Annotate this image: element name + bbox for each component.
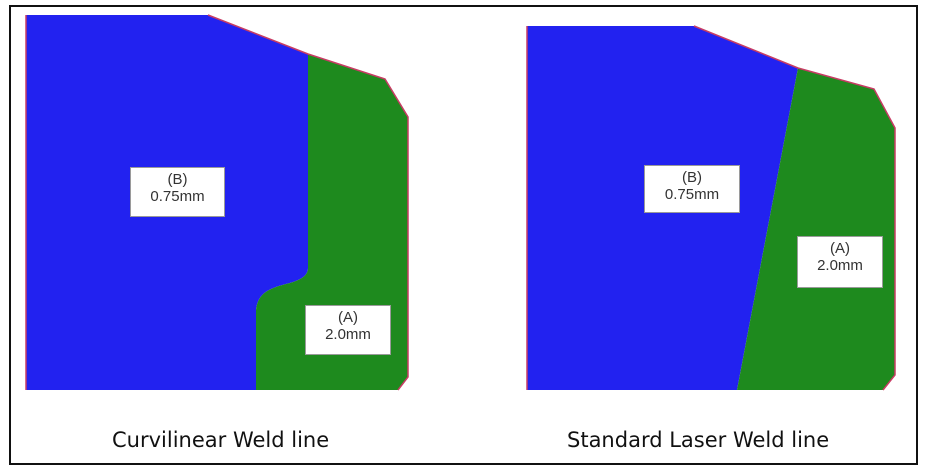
label-tag: (A): [830, 240, 850, 257]
standard-caption: Standard Laser Weld line: [567, 428, 830, 452]
label-thickness: 0.75mm: [664, 186, 720, 203]
curvilinear-outer-edge: [207, 14, 409, 391]
standard-outer-edge: [693, 25, 896, 391]
curvilinear-label-b: (B) 0.75mm: [130, 167, 225, 217]
label-thickness: 0.75mm: [150, 188, 205, 205]
curvilinear-caption: Curvilinear Weld line: [112, 428, 330, 452]
label-tag: (A): [338, 309, 358, 326]
label-thickness: 2.0mm: [817, 257, 863, 274]
curvilinear-label-a: (A) 2.0mm: [305, 305, 391, 355]
standard-label-b: (B) 0.75mm: [644, 165, 740, 213]
standard-region-a: [737, 68, 895, 390]
label-tag: (B): [167, 171, 188, 188]
label-thickness: 2.0mm: [325, 326, 371, 343]
standard-label-a: (A) 2.0mm: [797, 236, 883, 288]
label-tag: (B): [682, 169, 702, 186]
